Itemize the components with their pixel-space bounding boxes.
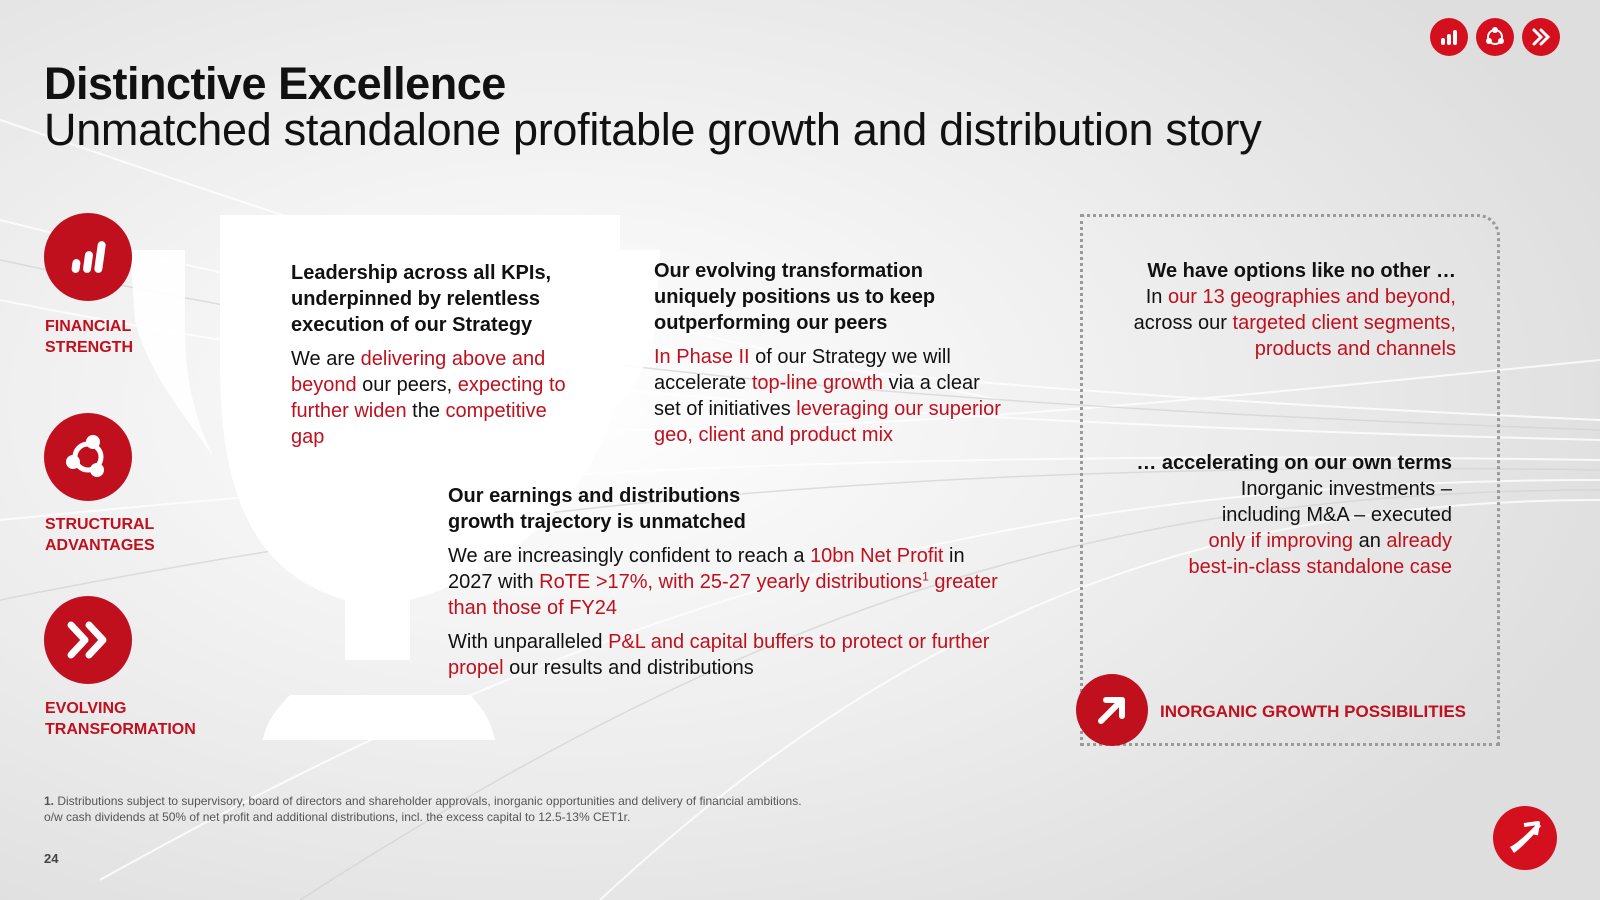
earnings-text-2: With unparalleled P&L and capital buffer…: [448, 629, 1008, 681]
text-span: via a clear set of initiatives: [654, 372, 980, 420]
footnote: 1. Distributions subject to supervisory,…: [44, 793, 944, 825]
footnote-line: o/w cash dividends at 50% of net profit …: [44, 810, 631, 824]
pillar-label-line: FINANCIAL: [45, 318, 132, 335]
highlight-span: expecting to further widen: [291, 374, 566, 422]
pillar-label-line: EVOLVING: [45, 700, 127, 717]
pillar-label-transformation: EVOLVING TRANSFORMATION: [45, 698, 196, 740]
highlight-span: our 13 geographies and beyond,: [1167, 286, 1456, 308]
pillar-label-structural: STRUCTURAL ADVANTAGES: [45, 514, 155, 556]
page-title: Distinctive Excellence: [44, 58, 506, 109]
bank-logo-icon: [1493, 806, 1557, 870]
highlight-span: targeted client segments, products and c…: [1232, 312, 1456, 360]
accelerating-text: Inorganic investments – including M&A – …: [1110, 476, 1452, 580]
highlight-span: RoTE >17%, with 25-27 yearly distributio…: [539, 571, 923, 593]
chart-bars-icon: [71, 241, 106, 273]
arrow-up-right-icon: [1098, 697, 1125, 724]
leadership-text: We are delivering above and beyond our p…: [291, 346, 576, 450]
earnings-heading: Our earnings and distributions growth tr…: [448, 485, 746, 533]
chart-bars-icon[interactable]: [1430, 18, 1468, 56]
highlight-span: top-line growth: [751, 372, 884, 394]
pillar-icon-financial: [44, 213, 132, 301]
highlight-span: leveraging our superior geo, client and …: [654, 398, 1001, 446]
double-chevron-icon: [67, 621, 107, 659]
pillar-label-line: STRUCTURAL: [45, 516, 155, 533]
transformation-text: In Phase II of our Strategy we will acce…: [654, 344, 1009, 448]
page-subtitle: Unmatched standalone profitable growth a…: [44, 104, 1262, 155]
highlight-span: delivering above and beyond: [291, 348, 546, 396]
text-span: of our Strategy we will accelerate: [654, 346, 951, 394]
highlight-span: In Phase II: [654, 346, 750, 368]
accelerating-block: … accelerating on our own terms Inorgani…: [1110, 450, 1452, 580]
footnote-line: 1. Distributions subject to supervisory,…: [44, 793, 944, 809]
leadership-block: Leadership across all KPIs, underpinned …: [291, 260, 576, 450]
pillar-label-line: ADVANTAGES: [45, 537, 155, 554]
double-chevron-icon[interactable]: [1522, 18, 1560, 56]
inorganic-icon: [1076, 674, 1148, 746]
options-heading: We have options like no other …: [1147, 260, 1456, 282]
highlight-span: only if improving: [1208, 530, 1354, 552]
page-number: 24: [44, 851, 59, 866]
text-span: an: [1353, 530, 1387, 552]
text-span: With unparalleled: [448, 631, 609, 653]
options-text: In our 13 geographies and beyond, across…: [1110, 284, 1456, 362]
pillar-icon-transformation: [44, 596, 132, 684]
text-span: in 2027 with: [448, 545, 965, 593]
options-box: [1080, 214, 1500, 746]
transformation-block: Our evolving transformation uniquely pos…: [654, 258, 1009, 448]
text-span: our peers,: [356, 374, 458, 396]
highlight-span: competitive gap: [291, 400, 547, 448]
leadership-heading: Leadership across all KPIs, underpinned …: [291, 262, 552, 336]
pillar-label-financial: FINANCIAL STRENGTH: [45, 316, 133, 358]
highlight-span: already best-in-class standalone case: [1188, 530, 1452, 578]
highlight-span: greater than those of FY24: [448, 571, 998, 619]
footnote-number: 1.: [44, 794, 55, 808]
text-span: In: [1145, 286, 1168, 308]
text-span: the: [406, 400, 446, 422]
network-icon: [66, 435, 104, 477]
text-span: across our: [1133, 312, 1233, 334]
highlight-span: P&L and capital buffers to protect or fu…: [448, 631, 990, 679]
trophy-icon: [130, 215, 660, 740]
text-span: We are increasingly confident to reach a: [448, 545, 811, 567]
network-icon[interactable]: [1476, 18, 1514, 56]
accelerating-heading: … accelerating on our own terms: [1136, 452, 1452, 474]
footnote-ref: 1: [922, 569, 929, 584]
pillar-label-line: TRANSFORMATION: [45, 721, 196, 738]
earnings-block: Our earnings and distributions growth tr…: [448, 483, 1008, 681]
highlight-span: 10bn Net Profit: [810, 545, 944, 567]
options-block: We have options like no other … In our 1…: [1110, 258, 1456, 362]
pillar-label-line: STRENGTH: [45, 339, 133, 356]
earnings-text-1: We are increasingly confident to reach a…: [448, 543, 1008, 621]
pillar-icon-structural: [44, 413, 132, 501]
text-span: We are: [291, 348, 361, 370]
footnote-text: Distributions subject to supervisory, bo…: [54, 794, 802, 808]
text-span: our results and distributions: [503, 657, 754, 679]
transformation-heading: Our evolving transformation uniquely pos…: [654, 260, 936, 334]
inorganic-label: INORGANIC GROWTH POSSIBILITIES: [1160, 702, 1467, 721]
text-span: Inorganic investments – including M&A – …: [1221, 478, 1452, 526]
top-icon-group: [1430, 18, 1560, 56]
